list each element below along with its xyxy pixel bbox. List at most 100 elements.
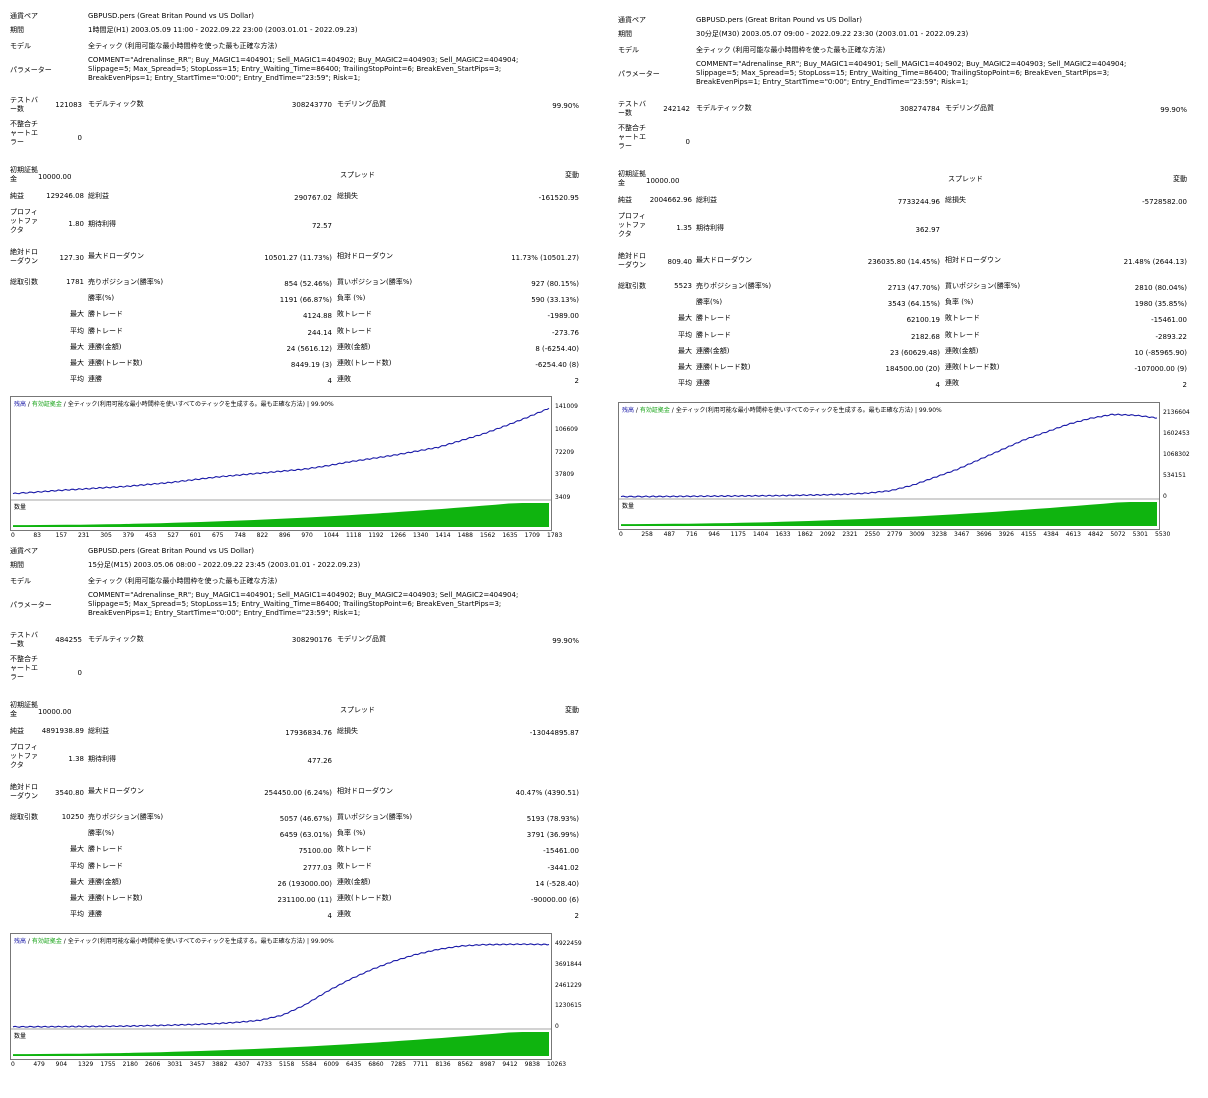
stat-value: 5057 (46.67%) [279, 815, 332, 823]
stat-value: 4124.88 [303, 312, 332, 321]
stat-label: 勝トレード [88, 326, 123, 335]
initial-deposit-value: 10000.00 [38, 173, 72, 181]
stat-label: 敗トレード [945, 314, 980, 323]
mismatch-label: 不整合チャートエラー [618, 124, 646, 150]
volume-area [621, 502, 1157, 526]
net-profit-value: 4891938.89 [41, 727, 84, 735]
model-label: モデル [618, 46, 639, 54]
profit-factor-label: プロフィットファクタ [10, 208, 38, 234]
abs-dd-label: 絶対ドローダウン [618, 252, 646, 269]
y-tick-label: 106609 [555, 425, 578, 433]
initial-deposit-value: 10000.00 [38, 708, 72, 716]
legend-equity: 有効証拠金 [639, 407, 670, 414]
total-trades-value: 1781 [66, 278, 84, 286]
rel-dd-label: 相対ドローダウン [337, 787, 393, 795]
x-tick-label: 527 [167, 532, 179, 539]
x-tick-label: 0 [11, 1061, 15, 1068]
net-profit-label: 純益 [618, 196, 632, 204]
row-max-label: 最大 [678, 346, 692, 355]
params-label: パラメーター [618, 70, 660, 78]
gross-loss-value: -161520.95 [538, 194, 579, 202]
rel-dd-label: 相対ドローダウン [945, 256, 1001, 264]
balance-line [620, 413, 1158, 498]
gross-loss-value: -5728582.00 [1142, 198, 1187, 206]
stat-value: 26 (193000.00) [277, 879, 332, 888]
quality-value: 99.90% [552, 637, 579, 645]
chart-legend: 残高 / 有効証拠金 / 全ティック(利用可能な最小時間枠を使いすべてのティック… [14, 938, 334, 945]
symbol-value: GBPUSD.pers (Great Britan Pound vs US Do… [696, 16, 862, 24]
spread-label: スプレッド [340, 171, 375, 179]
bars-label: テストバー数 [10, 631, 38, 648]
x-tick-label: 2779 [887, 531, 903, 538]
mismatch-value: 0 [77, 134, 82, 142]
volume-label: 数量 [14, 1033, 27, 1040]
x-tick-label: 0 [619, 531, 623, 538]
legend-quality: 99.90% [310, 401, 334, 408]
balance-line [12, 943, 550, 1028]
ticks-label: モデルティック数 [88, 635, 144, 643]
stat-value: 23 (60629.48) [890, 348, 940, 357]
stat-value: 24 (5616.12) [286, 344, 332, 353]
x-tick-label: 748 [234, 532, 246, 539]
x-tick-label: 8136 [435, 1061, 451, 1068]
x-tick-label: 1633 [775, 531, 791, 538]
x-tick-label: 601 [189, 532, 202, 539]
x-tick-label: 4155 [1021, 531, 1037, 538]
stat-value: 14 (-528.40) [535, 879, 579, 888]
balance-chart: 残高 / 有効証拠金 / 全ティック(利用可能な最小時間枠を使いすべてのティック… [618, 402, 1190, 538]
x-tick-label: 1755 [100, 1061, 116, 1068]
x-tick-label: 2092 [820, 531, 836, 538]
x-tick-label: 3696 [976, 531, 992, 538]
stat-value: 62100.19 [906, 316, 940, 325]
x-tick-label: 904 [55, 1061, 68, 1068]
stat-label: 買いポジション(勝率%) [337, 813, 413, 821]
y-tick-label: 0 [555, 1023, 559, 1030]
y-tick-label: 3691844 [555, 960, 582, 968]
x-tick-label: 896 [279, 532, 291, 539]
x-tick-label: 970 [301, 532, 313, 539]
stat-label: 勝率(%) [88, 294, 115, 303]
y-tick-label: 2136604 [1163, 409, 1190, 416]
gross-profit-value: 7733244.96 [897, 198, 940, 206]
x-tick-label: 3009 [909, 531, 925, 538]
spread-label: スプレッド [340, 706, 375, 714]
x-tick-label: 3457 [189, 1061, 205, 1068]
stat-label: 買いポジション(勝率%) [337, 278, 413, 286]
mismatch-label: 不整合チャートエラー [10, 120, 38, 146]
gross-loss-label: 総損失 [337, 727, 358, 735]
expected-payoff-value: 72.57 [311, 222, 332, 230]
x-tick-label: 9838 [524, 1061, 540, 1068]
y-tick-label: 72209 [555, 448, 575, 456]
total-trades-label: 総取引数 [10, 813, 38, 821]
legend-equity: 有効証拠金 [31, 938, 62, 945]
gross-loss-label: 総損失 [945, 196, 966, 204]
stat-value: 3543 (64.15%) [887, 300, 940, 309]
spread-value: 変動 [565, 171, 579, 179]
net-profit-value: 129246.08 [46, 192, 84, 200]
quality-value: 99.90% [552, 102, 579, 110]
quality-label: モデリング品質 [337, 100, 386, 108]
x-tick-label: 3882 [212, 1061, 228, 1068]
y-tick-label: 1230615 [555, 1002, 582, 1010]
legend-model: 全ティック(利用可能な最小時間枠を使いすべてのティックを生成する。最も正確な方法… [67, 401, 306, 408]
rel-dd-value: 11.73% (10501.27) [511, 254, 579, 262]
max-dd-label: 最大ドローダウン [88, 787, 144, 795]
expected-payoff-value: 362.97 [915, 226, 941, 234]
model-label: モデル [10, 577, 31, 585]
abs-dd-value: 809.40 [667, 258, 693, 266]
x-tick-label: 157 [55, 532, 68, 539]
model-value: 全ティック (利用可能な最小時間枠を使った最も正確な方法) [88, 577, 278, 585]
x-tick-label: 7285 [390, 1061, 406, 1068]
stat-label: 連敗(トレード数) [337, 359, 392, 367]
initial-deposit-value: 10000.00 [646, 177, 680, 185]
stat-value: -3441.02 [547, 863, 579, 872]
legend-balance: 残高 [14, 401, 27, 408]
stat-value: -1989.00 [547, 312, 579, 321]
total-trades-value: 10250 [61, 813, 84, 821]
stat-value: 1191 (66.87%) [279, 296, 332, 305]
legend-balance: 残高 [622, 407, 635, 414]
x-tick-label: 822 [256, 532, 269, 539]
row-avg-label: 平均 [678, 379, 692, 388]
stat-value: 6459 (63.01%) [279, 831, 332, 840]
stat-label: 勝トレード [696, 330, 731, 339]
